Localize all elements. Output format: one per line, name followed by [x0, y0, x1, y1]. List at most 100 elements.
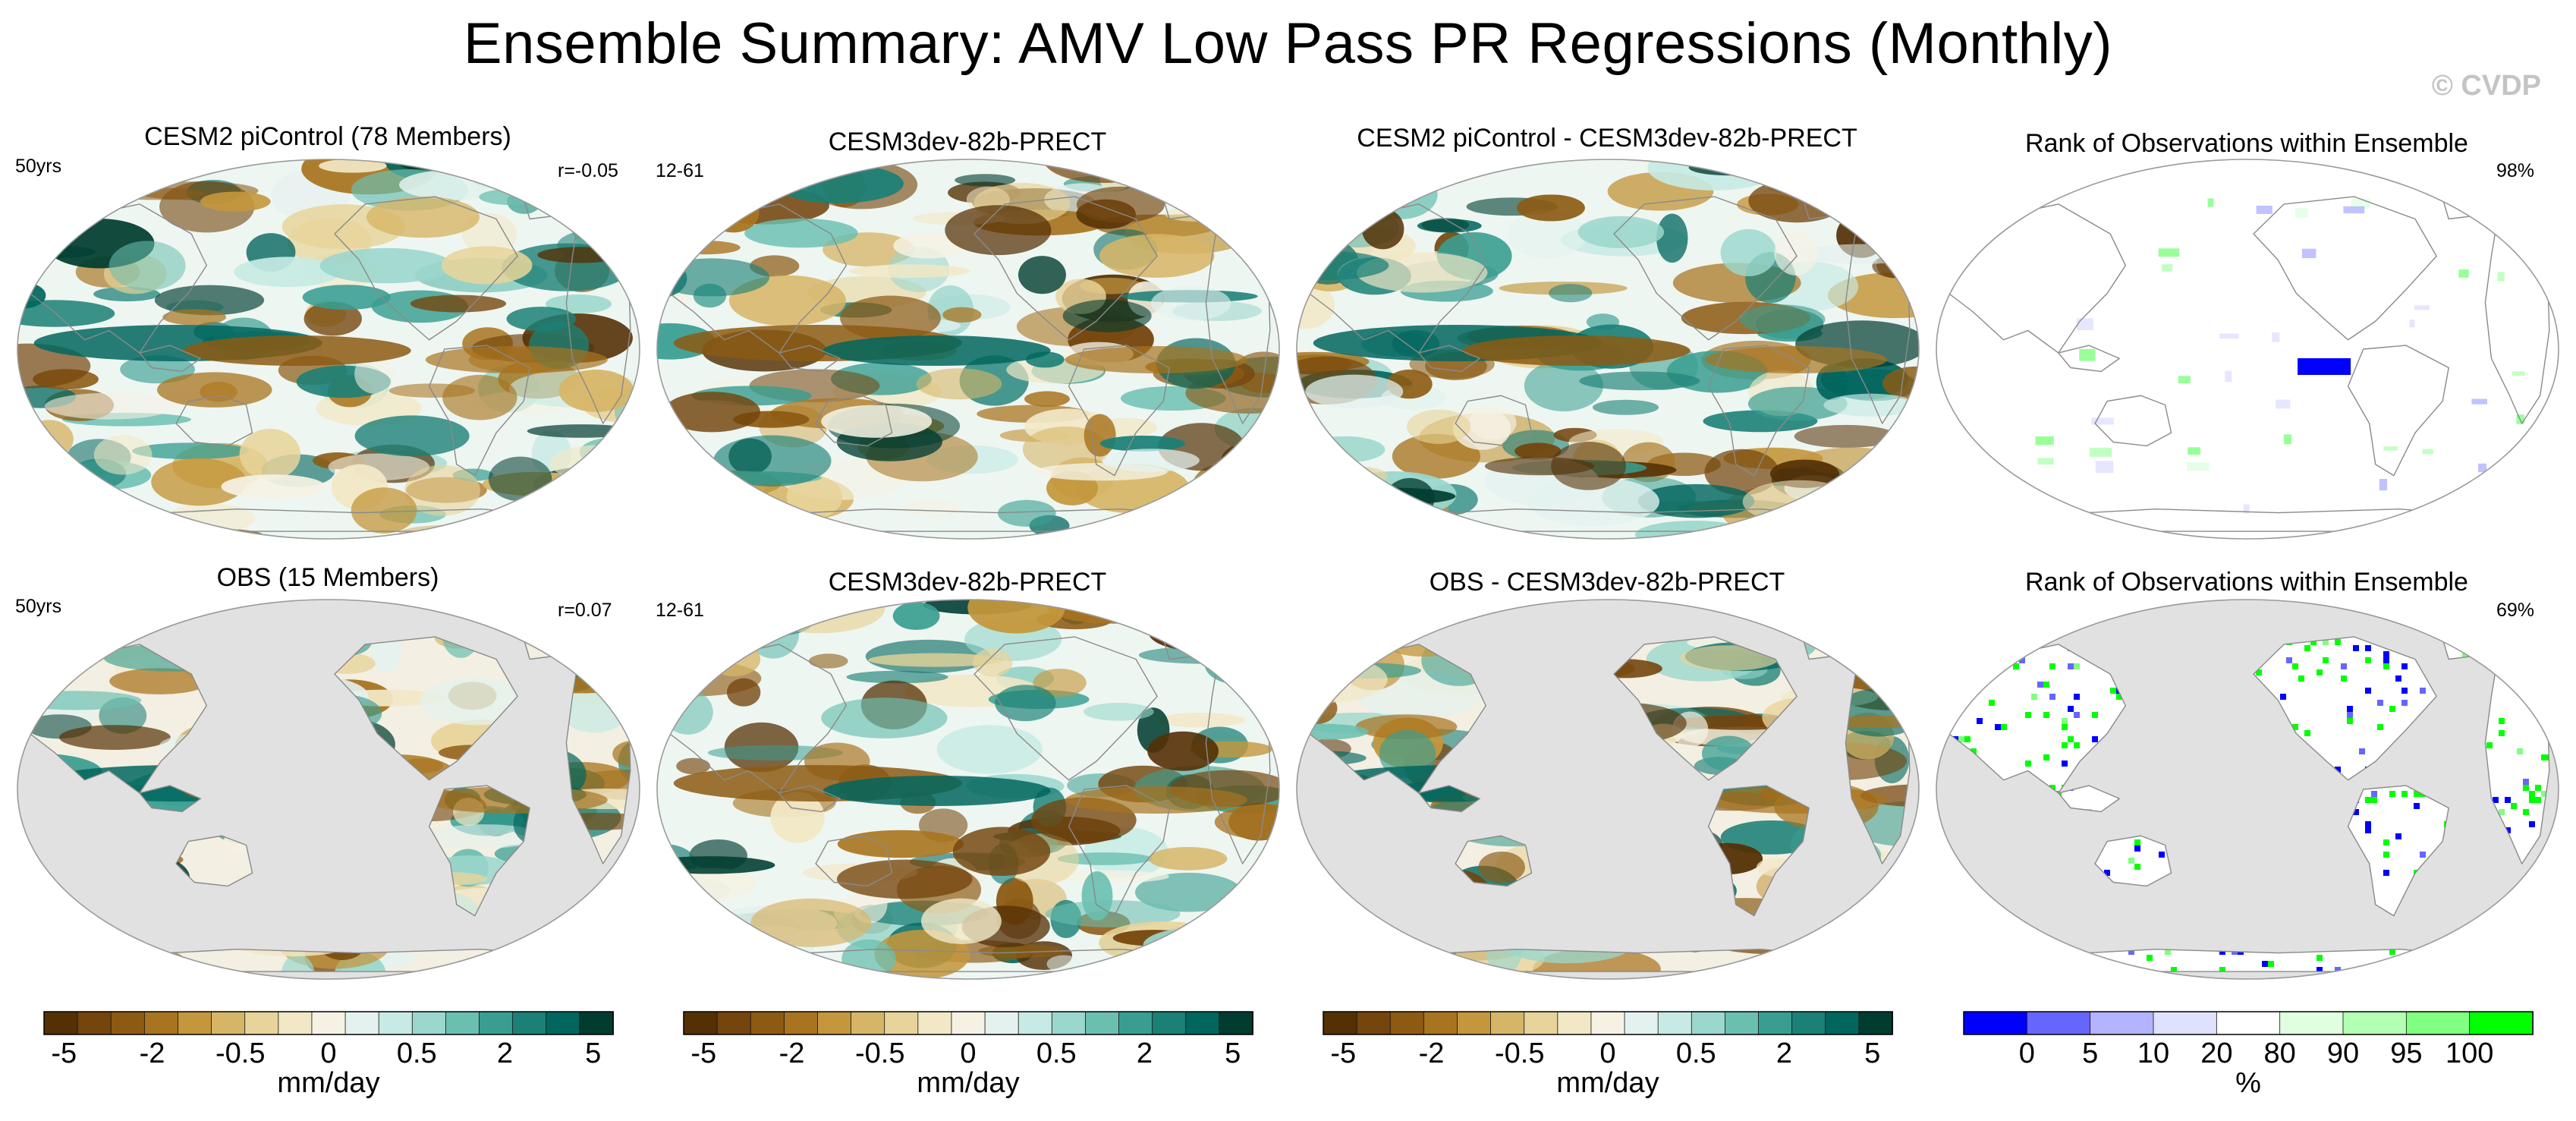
anomaly-blob	[901, 499, 961, 518]
anomaly-blob	[936, 725, 1043, 774]
colorbar-swatch	[1557, 1011, 1592, 1035]
anomaly-blob	[1634, 521, 1754, 539]
anomaly-blob	[1165, 177, 1224, 208]
rank-cell	[2219, 333, 2239, 339]
colorbar-swatch	[1791, 1011, 1826, 1035]
rank-cell	[2317, 979, 2323, 985]
rank-cell	[2377, 724, 2383, 730]
rank-cell	[2207, 198, 2214, 207]
rank-cell	[1952, 639, 1958, 645]
rank-cell	[2043, 609, 2049, 615]
rank-cell	[2341, 663, 2347, 669]
coastline-eurasia-west	[1948, 644, 2126, 794]
colorbar-swatch	[1152, 1011, 1187, 1035]
rank-cell	[2499, 627, 2505, 633]
anomaly-blob	[1332, 466, 1388, 486]
anomaly-blob	[1873, 618, 1906, 653]
anomaly-blob	[945, 205, 1052, 256]
rank-cell	[2043, 973, 2049, 979]
rank-cell	[2043, 627, 2049, 633]
rank-cell	[2001, 618, 2007, 621]
rank-cell	[2074, 742, 2080, 748]
anomaly-blob	[1549, 284, 1593, 303]
rank-cell	[2310, 712, 2317, 718]
coastline-eurasia-west	[1948, 203, 2126, 354]
colorbar-swatch	[1457, 1011, 1492, 1035]
anomaly-blob	[678, 159, 750, 200]
rank-cell	[2377, 803, 2383, 809]
anomaly-blob	[426, 824, 543, 849]
rank-cell	[2347, 718, 2353, 724]
anomaly-blob	[1156, 713, 1245, 728]
anomaly-blob	[154, 285, 265, 316]
rank-cell	[1940, 858, 1946, 864]
tropical-band	[425, 346, 608, 373]
rank-cell	[2553, 748, 2559, 754]
rank-cell	[2414, 839, 2420, 845]
colorbar-swatch	[278, 1011, 313, 1035]
anomaly-blob	[30, 625, 35, 650]
colorbar-swatches	[1323, 1011, 1893, 1035]
anomaly-blob	[1309, 656, 1388, 703]
rank-cell	[2559, 639, 2565, 645]
anomaly-blob	[24, 420, 74, 458]
anomaly-blob	[436, 524, 565, 539]
rank-cell	[2292, 724, 2298, 730]
rank-cell	[2159, 979, 2165, 985]
anomaly-blob	[1392, 433, 1480, 479]
rank-cell	[2347, 712, 2353, 718]
rank-cell	[2477, 463, 2487, 473]
colorbar-swatch	[984, 1011, 1020, 1035]
rank-cell	[2317, 979, 2323, 985]
rank-cell	[2323, 657, 2329, 663]
rank-cell	[2256, 669, 2262, 675]
rank-cell	[1949, 912, 1952, 918]
colorbar-swatch	[1085, 1011, 1120, 1035]
rank-cell	[2122, 979, 2128, 985]
rank-cell	[2389, 791, 2395, 797]
anomaly-blob	[1309, 691, 1338, 725]
colorbar-tick-label: 0.5	[396, 1038, 437, 1069]
anomaly-blob	[1856, 957, 1910, 972]
anomaly-blob	[1816, 364, 1848, 401]
rank-cell	[2499, 730, 2505, 736]
anomaly-blob	[1057, 852, 1153, 865]
colorbar-swatch	[244, 1011, 279, 1035]
anomaly-blob	[1361, 208, 1404, 250]
map-p2	[656, 159, 1280, 540]
rank-cell	[2535, 888, 2541, 894]
rank-cell	[2001, 724, 2007, 730]
coastline-eurasia-west	[29, 203, 207, 354]
rank-cell	[1971, 657, 1977, 663]
coastline-south-america	[1068, 345, 1170, 477]
rank-cell	[2189, 979, 2195, 985]
colorbar-swatch	[1490, 1011, 1525, 1035]
rank-cell	[1952, 675, 1958, 682]
tropical-band	[1704, 346, 1887, 373]
anomaly-blob	[1478, 851, 1525, 883]
anomaly-blob	[366, 196, 480, 238]
rank-cell	[2383, 876, 2389, 882]
rank-cell	[2535, 706, 2541, 712]
anomaly-blob	[1799, 244, 1919, 264]
rank-cell	[2134, 979, 2140, 985]
rank-cell	[2025, 967, 2031, 972]
rank-cell	[2007, 675, 2013, 682]
panel-left-label: 50yrs	[15, 596, 62, 617]
rank-cell	[2171, 967, 2177, 972]
rank-cell	[1989, 700, 1995, 706]
rank-cell	[2493, 797, 2499, 803]
rank-cell	[2529, 955, 2535, 961]
anomaly-blob	[1309, 631, 1378, 668]
anomaly-blob	[1838, 618, 1878, 627]
rank-cell	[2365, 688, 2371, 694]
anomaly-blob	[659, 641, 716, 688]
rank-cell	[2436, 521, 2448, 534]
anomaly-blob	[1324, 487, 1456, 505]
rank-cell	[2037, 682, 2043, 688]
anomaly-blob	[104, 187, 205, 200]
coastline-north-america	[2253, 636, 2437, 781]
rank-cell	[2523, 809, 2529, 815]
rank-cell	[2329, 645, 2335, 651]
rank-cell	[2395, 833, 2401, 839]
